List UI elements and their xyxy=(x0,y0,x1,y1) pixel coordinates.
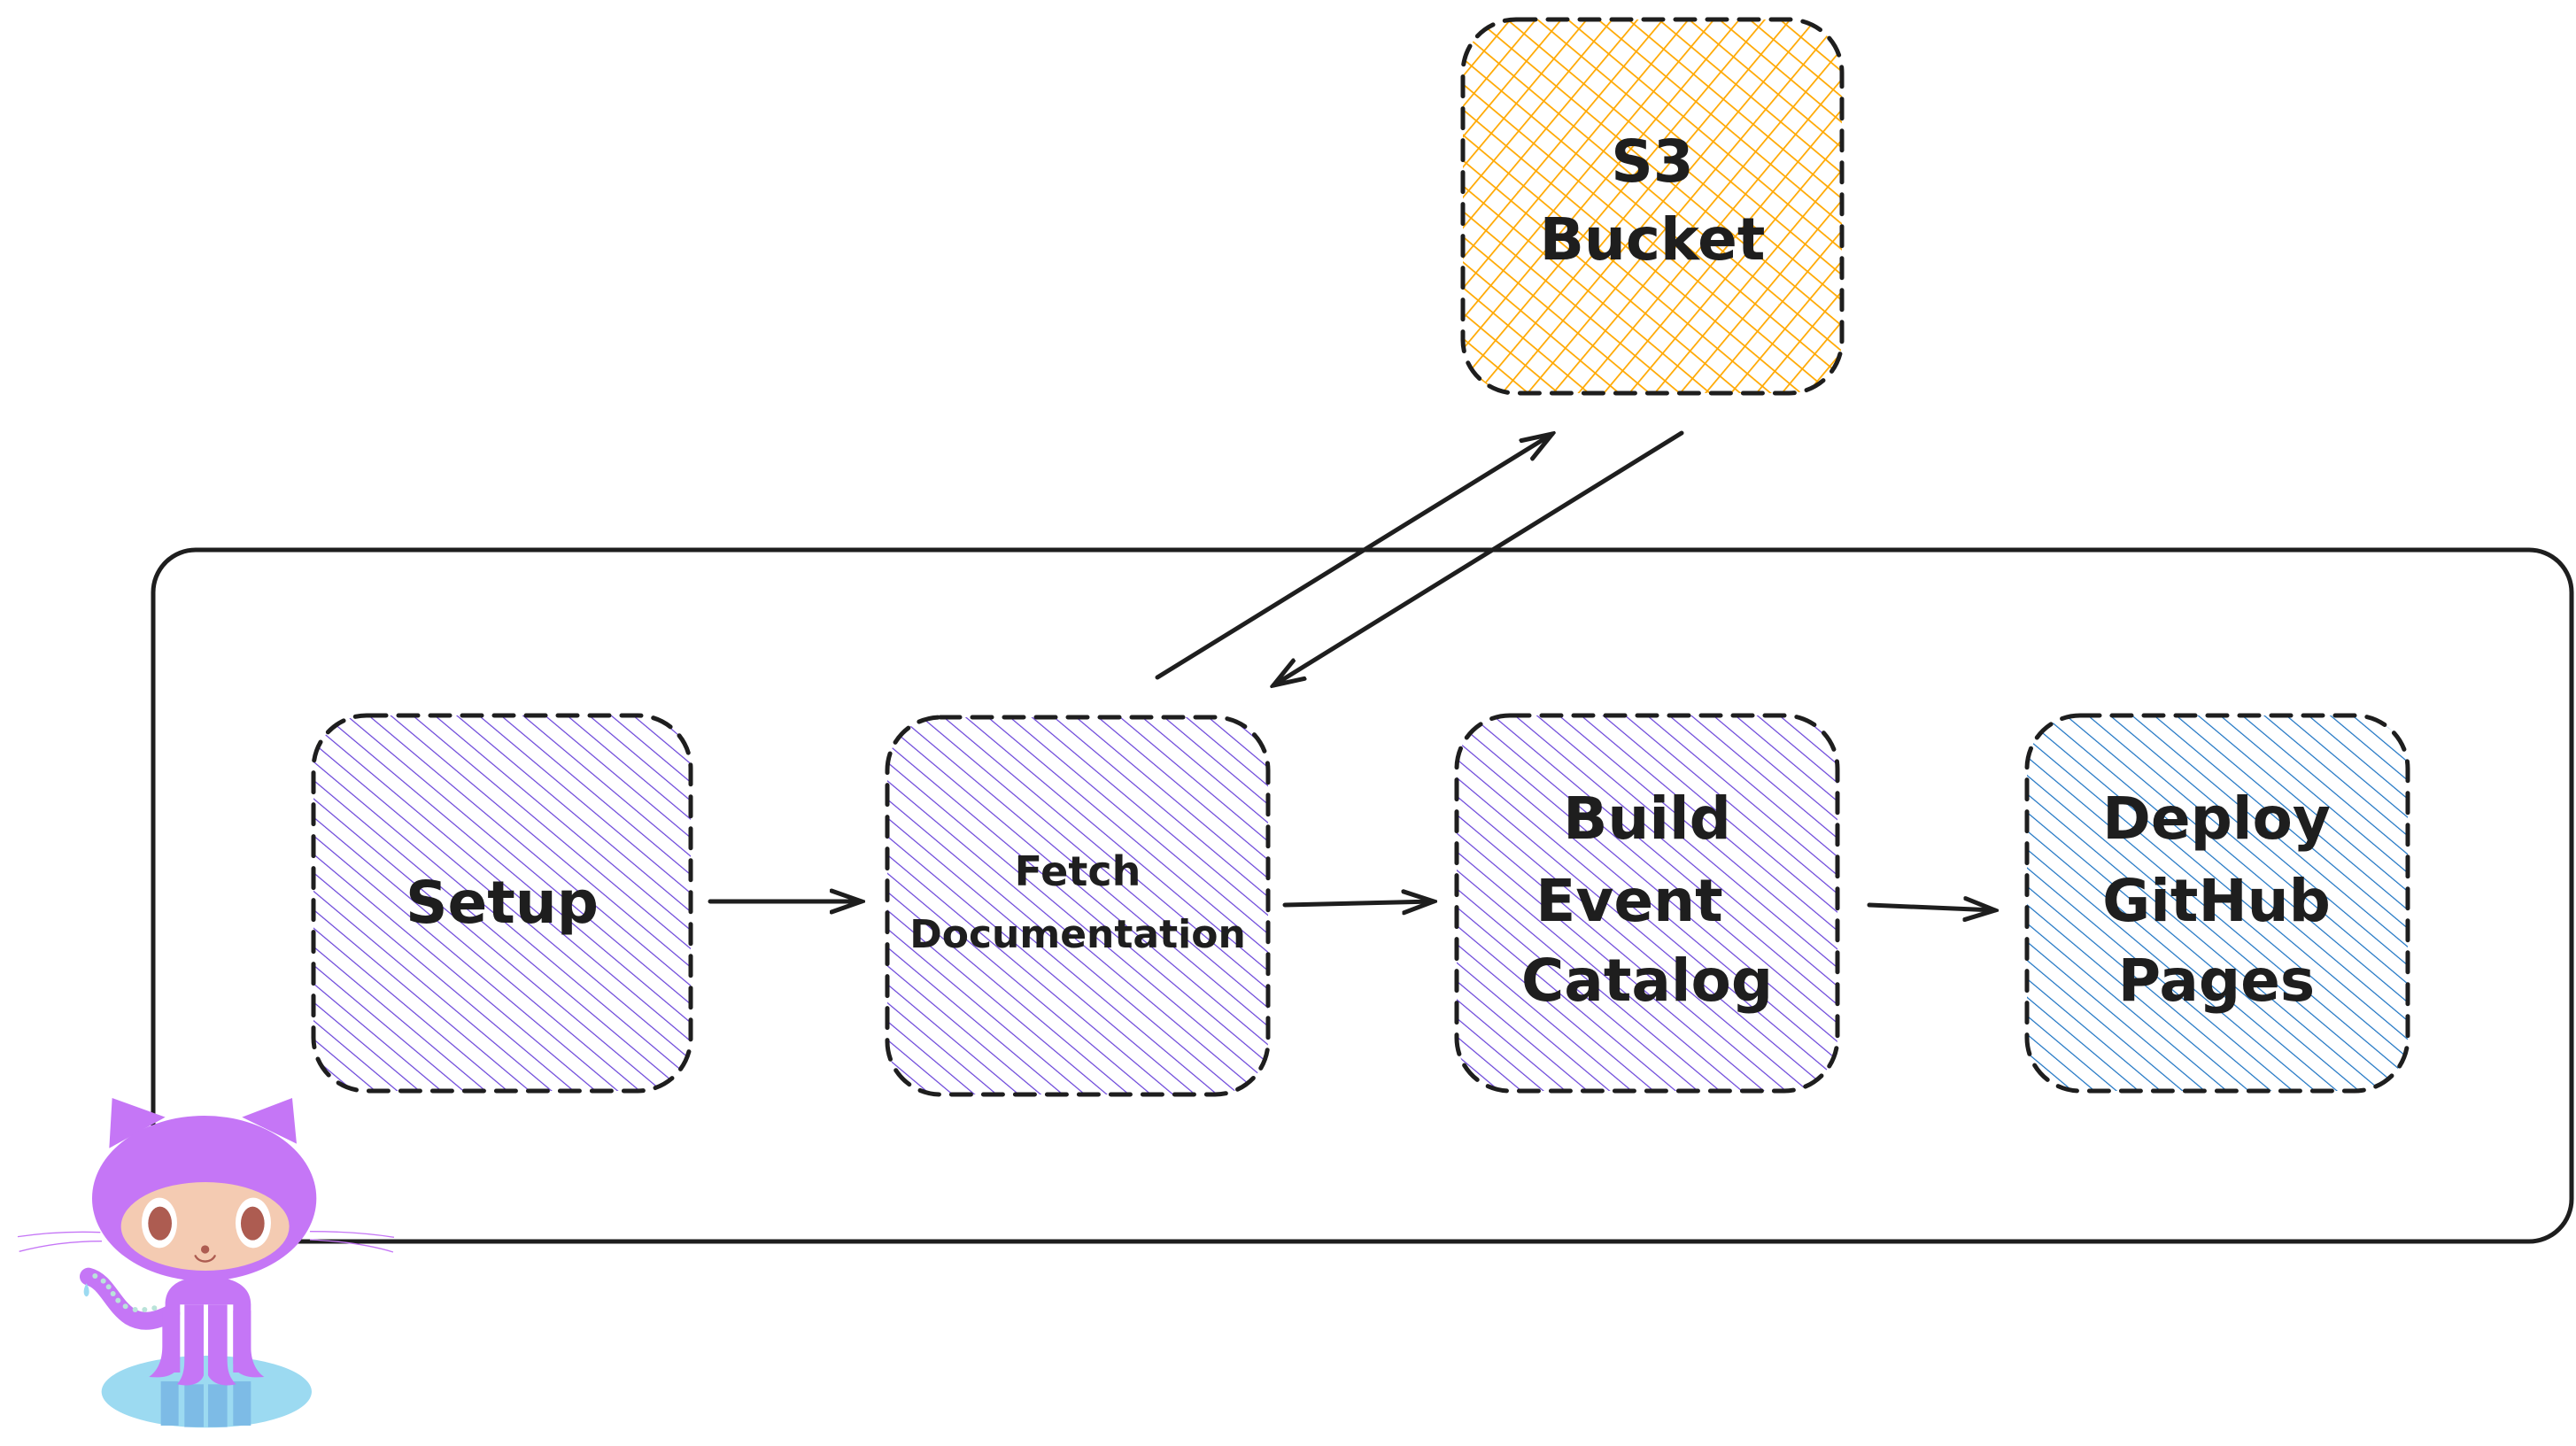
arrow-s3-to-fetch xyxy=(1273,430,1684,685)
node-deploy-github-pages[interactable]: Deploy GitHub Pages xyxy=(2024,713,2410,1094)
node-deploy-label-line2: GitHub xyxy=(2102,867,2331,935)
node-setup[interactable]: Setup xyxy=(311,713,693,1094)
arrow-fetch-to-s3 xyxy=(1155,434,1552,680)
node-s3-label-line1: S3 xyxy=(1611,128,1693,196)
node-fetch-label-line2: Documentation xyxy=(909,912,1246,957)
node-build-label-line3: Catalog xyxy=(1521,947,1773,1015)
node-deploy-label-line1: Deploy xyxy=(2102,785,2331,853)
node-s3-label-line2: Bucket xyxy=(1540,205,1766,274)
node-build-label-line2: Event xyxy=(1536,867,1722,935)
node-s3-bucket[interactable]: S3 Bucket xyxy=(1460,17,1845,396)
node-setup-label: Setup xyxy=(406,869,599,937)
node-build-label-line1: Build xyxy=(1563,785,1731,853)
node-deploy-label-line3: Pages xyxy=(2118,947,2315,1015)
arrow-fetch-to-build xyxy=(1282,901,1434,905)
octocat-icon xyxy=(17,1097,395,1428)
node-fetch-documentation[interactable]: Fetch Documentation xyxy=(885,715,1271,1097)
arrow-build-to-deploy xyxy=(1867,905,1995,910)
node-build-event-catalog[interactable]: Build Event Catalog xyxy=(1454,713,1840,1094)
node-fetch-label-line1: Fetch xyxy=(1015,847,1141,895)
